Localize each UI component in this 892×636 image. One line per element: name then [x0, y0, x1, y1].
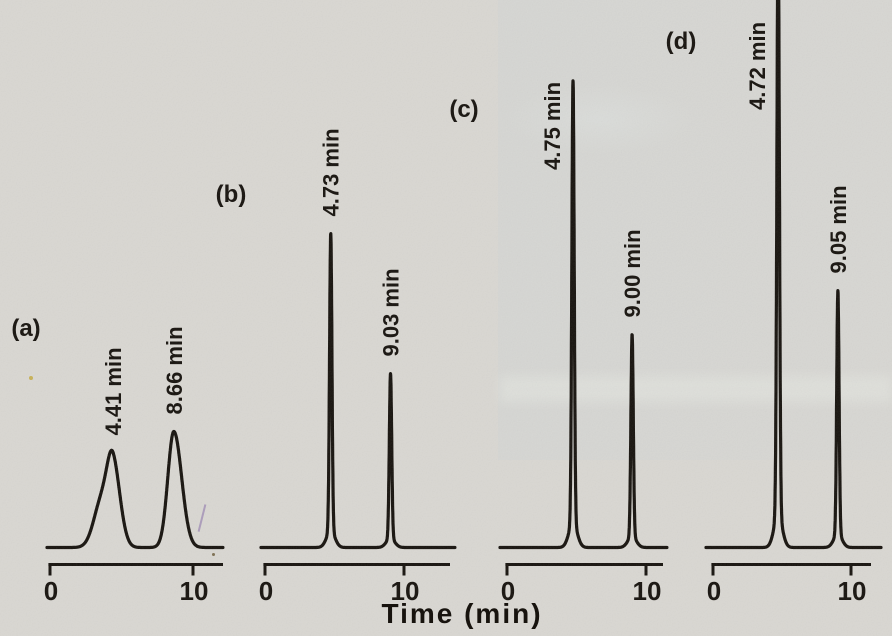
scan-speck: [29, 376, 33, 380]
scan-speck: [212, 553, 215, 556]
x-axis-title: Time (min): [381, 598, 543, 629]
